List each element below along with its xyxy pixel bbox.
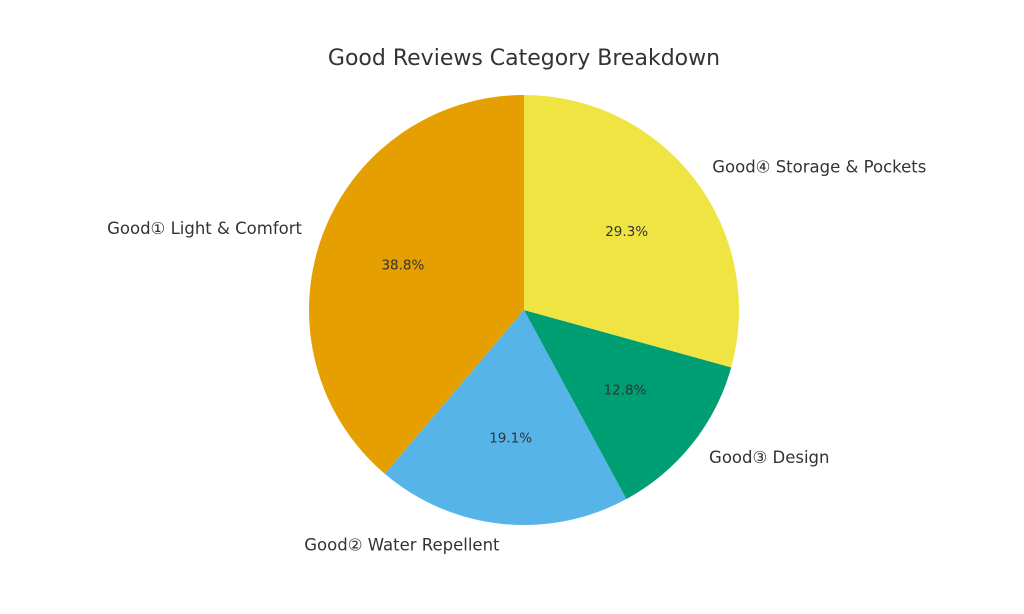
pie-pct-label-good-1-light-comfort: 38.8% xyxy=(381,258,424,274)
pie-category-label-good-1-light-comfort: Good① Light & Comfort xyxy=(107,219,302,238)
pie-slice-good-3-design xyxy=(524,310,732,500)
pie-slice-good-2-water-repellent xyxy=(384,310,627,525)
chart-title: Good Reviews Category Breakdown xyxy=(328,46,720,71)
pie-category-label-good-4-storage-pockets: Good④ Storage & Pockets xyxy=(712,157,926,176)
pie-category-label-good-2-water-repellent: Good② Water Repellent xyxy=(304,536,500,555)
pie-pct-label-good-3-design: 12.8% xyxy=(603,382,646,398)
pie-category-label-good-3-design: Good③ Design xyxy=(709,448,829,467)
pie-pct-label-good-2-water-repellent: 19.1% xyxy=(489,430,532,446)
pie-slice-good-4-storage-pockets xyxy=(524,95,739,368)
pie-slices xyxy=(308,95,739,525)
pie-slice-good-1-light-comfort xyxy=(308,95,524,474)
pie-labels: 38.8% Good① Light & Comfort 19.1% Good② Wat… xyxy=(107,157,926,554)
pie-pct-label-good-4-storage-pockets: 29.3% xyxy=(605,224,648,240)
